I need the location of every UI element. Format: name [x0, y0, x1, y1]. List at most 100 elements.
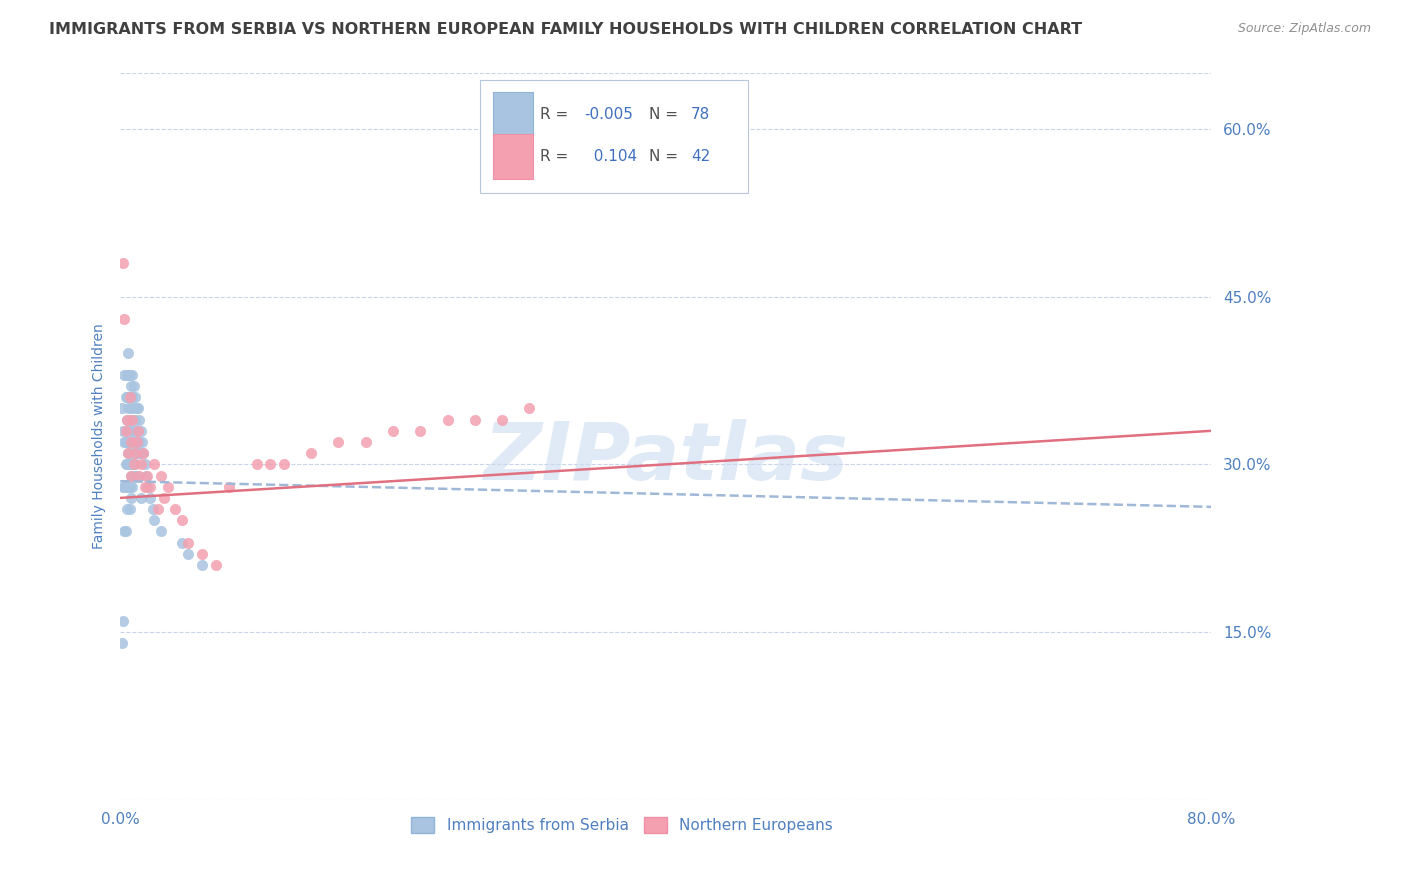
Point: [124, 446, 146, 460]
Point: [259, 458, 281, 472]
Point: [111, 614, 134, 628]
Point: [129, 446, 152, 460]
Point: [177, 535, 200, 549]
Point: [139, 491, 162, 505]
Point: [120, 468, 142, 483]
Point: [115, 412, 138, 426]
Point: [122, 401, 145, 416]
Point: [129, 424, 152, 438]
Point: [112, 435, 135, 450]
Point: [191, 547, 214, 561]
Point: [131, 435, 153, 450]
Point: [125, 401, 148, 416]
Text: N =: N =: [650, 149, 683, 164]
Point: [436, 412, 458, 426]
Point: [150, 524, 173, 539]
Point: [120, 435, 142, 450]
Point: [114, 458, 136, 472]
Text: 0.104: 0.104: [583, 149, 637, 164]
Point: [148, 502, 170, 516]
Point: [273, 458, 295, 472]
Point: [118, 368, 141, 382]
Point: [121, 368, 143, 382]
Point: [153, 491, 176, 505]
Point: [121, 435, 143, 450]
Point: [136, 480, 159, 494]
Point: [122, 424, 145, 438]
Point: [121, 412, 143, 426]
Point: [114, 480, 136, 494]
Point: [114, 524, 136, 539]
Point: [132, 446, 155, 460]
Point: [128, 412, 150, 426]
Text: IMMIGRANTS FROM SERBIA VS NORTHERN EUROPEAN FAMILY HOUSEHOLDS WITH CHILDREN CORR: IMMIGRANTS FROM SERBIA VS NORTHERN EUROP…: [49, 22, 1083, 37]
Point: [124, 412, 146, 426]
Point: [129, 491, 152, 505]
Point: [125, 468, 148, 483]
Point: [112, 312, 135, 326]
Point: [163, 502, 186, 516]
Point: [117, 424, 139, 438]
Point: [114, 435, 136, 450]
Point: [170, 513, 193, 527]
Point: [139, 480, 162, 494]
Point: [129, 458, 152, 472]
Point: [124, 458, 146, 472]
Point: [354, 435, 377, 450]
Point: [135, 468, 157, 483]
Point: [120, 401, 142, 416]
Point: [118, 390, 141, 404]
Point: [122, 468, 145, 483]
Point: [120, 446, 142, 460]
Point: [114, 390, 136, 404]
Point: [170, 535, 193, 549]
Point: [125, 435, 148, 450]
Point: [134, 458, 156, 472]
Point: [111, 480, 134, 494]
Text: Source: ZipAtlas.com: Source: ZipAtlas.com: [1237, 22, 1371, 36]
Text: R =: R =: [540, 107, 574, 122]
Point: [134, 480, 156, 494]
Point: [118, 502, 141, 516]
Point: [464, 412, 486, 426]
Point: [115, 435, 138, 450]
Point: [117, 446, 139, 460]
Point: [125, 424, 148, 438]
Point: [112, 368, 135, 382]
Point: [132, 446, 155, 460]
Point: [118, 390, 141, 404]
Text: 78: 78: [690, 107, 710, 122]
Legend: Immigrants from Serbia, Northern Europeans: Immigrants from Serbia, Northern Europea…: [405, 811, 839, 839]
Point: [122, 379, 145, 393]
Point: [491, 412, 513, 426]
Text: N =: N =: [650, 107, 683, 122]
Text: ZIPatlas: ZIPatlas: [484, 419, 848, 497]
FancyBboxPatch shape: [494, 135, 533, 178]
Point: [118, 435, 141, 450]
Point: [120, 468, 142, 483]
FancyBboxPatch shape: [481, 80, 748, 193]
Point: [121, 412, 143, 426]
Point: [115, 390, 138, 404]
Point: [150, 468, 173, 483]
Text: R =: R =: [540, 149, 574, 164]
Point: [124, 390, 146, 404]
Point: [121, 480, 143, 494]
Point: [517, 401, 540, 416]
Point: [245, 458, 267, 472]
Point: [127, 424, 149, 438]
Point: [143, 513, 166, 527]
Point: [122, 458, 145, 472]
Point: [111, 424, 134, 438]
Point: [118, 458, 141, 472]
Point: [156, 480, 179, 494]
Point: [136, 468, 159, 483]
Point: [409, 424, 432, 438]
Point: [110, 401, 132, 416]
Point: [112, 480, 135, 494]
Point: [120, 379, 142, 393]
Point: [124, 435, 146, 450]
Point: [117, 401, 139, 416]
Point: [328, 435, 350, 450]
Point: [115, 458, 138, 472]
